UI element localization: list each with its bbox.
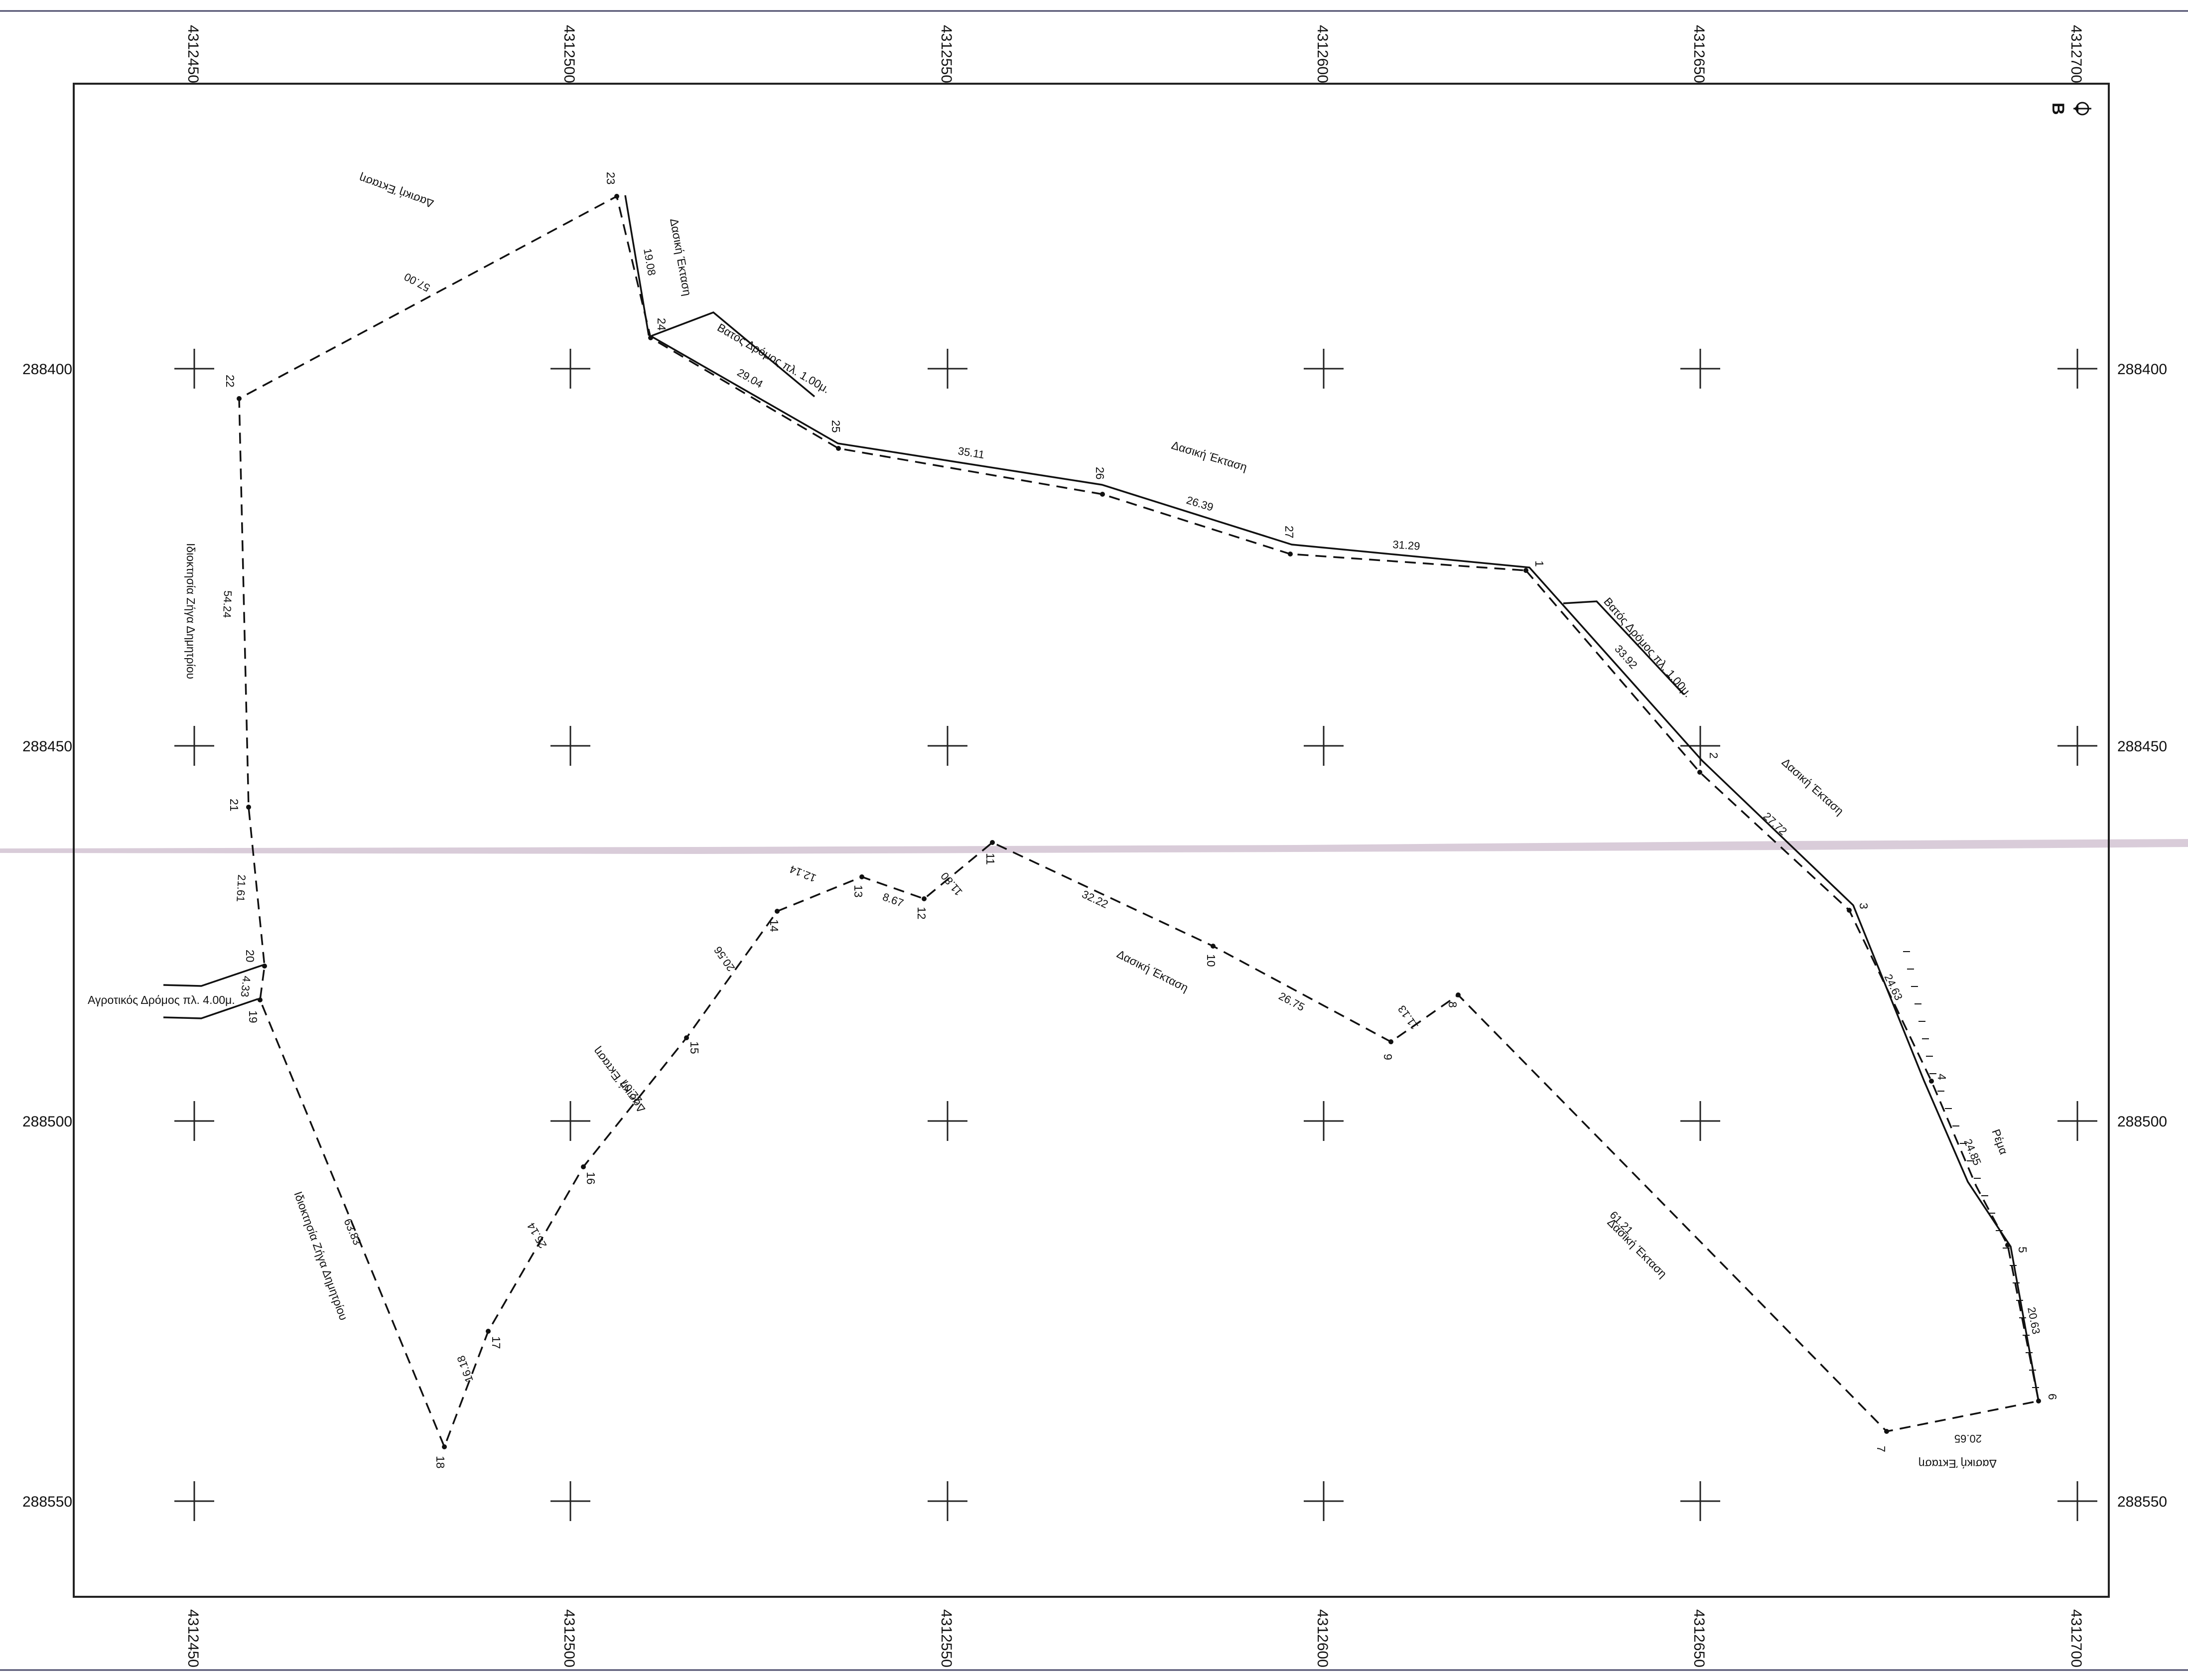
- distance-12-13: 8.67: [881, 890, 905, 909]
- stream-label: Ρέμα: [1989, 1127, 2010, 1156]
- vertex-label-4: 4: [1935, 1074, 1948, 1080]
- distance-8-9: 11.13: [1395, 1003, 1421, 1032]
- distance-9-10: 26.75: [1277, 989, 1307, 1013]
- vertex-label-7: 7: [1875, 1446, 1888, 1452]
- vertex-label-15: 15: [688, 1041, 701, 1054]
- owner-label-bottom: Ιδιοκτησία Ζήγα Δημητρίου: [291, 1190, 350, 1322]
- x-label-bottom-2: 4312500: [561, 1609, 577, 1668]
- solid-boundaries: [163, 195, 2040, 1401]
- x-label-top-1: 4312450: [185, 25, 201, 83]
- distance-26-27: 26.39: [1185, 494, 1215, 514]
- vertex-label-19: 19: [247, 1010, 260, 1023]
- vertex-label-10: 10: [1205, 954, 1218, 967]
- distance-25-26: 35.11: [957, 444, 985, 461]
- vertex-label-12: 12: [915, 907, 928, 920]
- grid-crosses: [174, 349, 2097, 1521]
- stream-hatching: [1903, 951, 2039, 1388]
- owner-label-top: Ιδιοκτησία Ζήγα Δημητρίου: [184, 543, 197, 679]
- forest-label-center: Δασική Έκταση: [1115, 947, 1191, 994]
- forest-label-left: Δασική Έκταση: [590, 1045, 648, 1115]
- vertex-label-3: 3: [1857, 903, 1870, 909]
- vertex-label-27: 27: [1283, 526, 1296, 539]
- vertex-label-23: 23: [604, 172, 617, 185]
- distance-27-1: 31.29: [1392, 538, 1421, 553]
- x-label-bottom-3: 4312550: [938, 1609, 955, 1668]
- x-label-top-6: 4312700: [2068, 25, 2084, 83]
- distance-4-5: 24.85: [1961, 1137, 1984, 1167]
- vertex-label-20: 20: [244, 950, 257, 963]
- distance-1-2: 33.92: [1612, 643, 1640, 672]
- distance-19-20: 4.33: [239, 975, 253, 997]
- forest-label-center-top: Δασική Έκταση: [1170, 438, 1249, 474]
- map-frame: [73, 83, 2110, 1598]
- scan-artifact-band: [0, 839, 2188, 854]
- distance-22-23: 57.00: [402, 271, 432, 294]
- vertex-label-18: 18: [434, 1456, 447, 1469]
- vertex-label-9: 9: [1381, 1054, 1394, 1060]
- x-label-top-3: 4312550: [938, 25, 955, 83]
- vertex-label-1: 1: [1533, 560, 1546, 567]
- road-label-right: Βατός Δρόμος πλ. 1.00μ.: [1601, 595, 1695, 700]
- y-label-left-2: 288450: [22, 738, 72, 755]
- forest-label-top-left: Δασική Έκταση: [357, 172, 435, 211]
- vertex-label-21: 21: [228, 799, 241, 812]
- distance-17-18: 16.18: [454, 1354, 475, 1384]
- y-label-left-1: 288400: [22, 361, 72, 378]
- vertex-label-14: 14: [768, 919, 781, 932]
- vertex-label-6: 6: [2046, 1394, 2059, 1400]
- vertex-label-13: 13: [852, 885, 865, 898]
- vertex-markers: [237, 194, 2041, 1449]
- distance-20-21: 21.61: [234, 874, 248, 902]
- x-label-bottom-5: 4312650: [1691, 1609, 1707, 1668]
- distance-23-24: 19.08: [641, 248, 658, 277]
- y-label-right-1: 288400: [2117, 361, 2167, 378]
- y-label-left-3: 288500: [22, 1114, 72, 1130]
- forest-label-diagonal: Δασική Έκταση: [1605, 1216, 1669, 1280]
- x-label-bottom-6: 4312700: [2068, 1609, 2084, 1668]
- vertex-label-17: 17: [490, 1336, 503, 1349]
- forest-label-bottom-right: Δασική Έκταση: [1918, 1457, 1997, 1470]
- distance-13-14: 12.14: [788, 863, 818, 885]
- y-label-right-2: 288450: [2117, 738, 2167, 755]
- y-label-left-4: 288550: [22, 1494, 72, 1510]
- distance-5-6: 20.63: [2025, 1306, 2043, 1335]
- distance-2-3: 27.72: [1761, 810, 1789, 838]
- x-label-top-2: 4312500: [561, 25, 577, 83]
- vertex-label-11: 11: [984, 853, 997, 865]
- road-label-top: Βατός Δρόμος πλ. 1.00μ.: [715, 321, 832, 396]
- forest-label-vertical: Δασική Έκταση: [668, 217, 694, 296]
- x-label-bottom-4: 4312600: [1314, 1609, 1331, 1668]
- distance-6-7: 20.65: [1954, 1432, 1982, 1445]
- vertex-label-26: 26: [1094, 467, 1106, 480]
- y-label-right-3: 288500: [2117, 1114, 2167, 1130]
- y-label-right-4: 288550: [2117, 1494, 2167, 1510]
- distance-21-22: 54.24: [221, 590, 234, 618]
- forest-label-right: Δασική Έκταση: [1779, 755, 1846, 818]
- distance-16-17: 25.14: [525, 1221, 549, 1251]
- north-arrow-icon: [2073, 102, 2091, 116]
- vertex-label-8: 8: [1446, 1001, 1459, 1008]
- vertex-label-25: 25: [829, 420, 842, 433]
- vertex-label-24: 24: [655, 318, 668, 331]
- vertex-label-5: 5: [2016, 1247, 2029, 1253]
- x-label-top-5: 4312650: [1691, 25, 1707, 83]
- distance-18-19: 63.83: [341, 1217, 364, 1247]
- vertex-label-2: 2: [1707, 752, 1720, 759]
- vertex-label-22: 22: [224, 375, 237, 388]
- x-label-bottom-1: 4312450: [185, 1609, 201, 1668]
- vertex-label-16: 16: [584, 1172, 597, 1185]
- distance-14-15: 20.56: [711, 944, 737, 974]
- agri-road-label: Αγροτικός Δρόμος πλ. 4.00μ.: [88, 993, 235, 1006]
- north-label: B: [2049, 103, 2067, 115]
- x-label-top-4: 4312600: [1314, 25, 1331, 83]
